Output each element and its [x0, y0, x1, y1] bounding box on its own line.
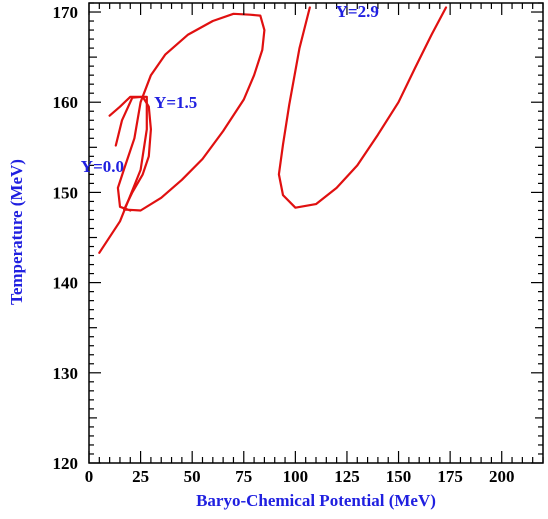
x-tick-label: 125	[334, 467, 360, 486]
curve-y-2-9	[277, 6, 448, 209]
curve-label: Y=2.9	[336, 2, 379, 21]
x-tick-label: 100	[283, 467, 309, 486]
curve-y-0-0	[98, 95, 148, 254]
y-tick-label: 130	[53, 364, 79, 383]
x-tick-label: 50	[184, 467, 201, 486]
x-tick-label: 25	[132, 467, 149, 486]
y-tick-label: 170	[53, 3, 79, 22]
x-tick-label: 0	[85, 467, 94, 486]
plot-frame	[88, 2, 544, 464]
y-tick-label: 120	[53, 454, 79, 473]
curve-labels: Y=0.0 Y=1.5 Y=2.9	[81, 2, 379, 176]
y-tick-label: 160	[53, 93, 79, 112]
curve-y-1-5	[114, 12, 266, 212]
curve-label: Y=0.0	[81, 157, 124, 176]
curves	[98, 6, 448, 254]
x-tick-label: 200	[489, 467, 515, 486]
y-tick-label: 150	[53, 183, 79, 202]
y-tick-label: 140	[53, 274, 79, 293]
axis-ticks	[88, 2, 544, 464]
curve-label: Y=1.5	[154, 93, 197, 112]
axis-tick-labels: 0 25 50 75 100 125 150 175 200 120 130 140 150 160 170	[53, 3, 515, 486]
x-tick-label: 75	[235, 467, 252, 486]
x-tick-label: 150	[386, 467, 412, 486]
x-axis-title: Baryo-Chemical Potential (MeV)	[196, 491, 436, 510]
y-axis-title: Temperature (MeV)	[7, 159, 26, 305]
x-tick-label: 175	[437, 467, 463, 486]
